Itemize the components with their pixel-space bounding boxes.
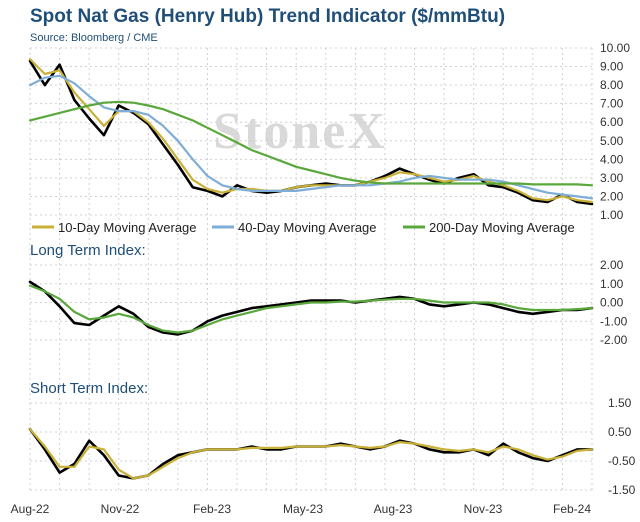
series-line-long-price — [28, 280, 594, 336]
y-tick-label: 0.00 — [600, 296, 624, 310]
series-line-short-ma10 — [28, 428, 594, 480]
y-tick-label: -2.00 — [600, 333, 628, 347]
y-tick-label: 2.00 — [600, 189, 624, 203]
legend-label: 200-Day Moving Average — [429, 220, 575, 235]
series-line-price-ma40 — [28, 74, 594, 200]
y-tick-label: -1.50 — [608, 483, 636, 497]
y-tick-label: 7.00 — [600, 97, 624, 111]
x-tick-label: Nov-23 — [464, 502, 503, 516]
y-tick-label: 9.00 — [600, 60, 624, 74]
grid-layer — [29, 47, 593, 491]
legend: 10-Day Moving Average 40-Day Moving Avera… — [32, 220, 575, 235]
y-tick-label: -0.50 — [608, 454, 636, 468]
y-tick-label: 2.00 — [600, 258, 624, 272]
y-tick-label: 10.00 — [600, 41, 630, 55]
y-tick-label: 8.00 — [600, 78, 624, 92]
watermark: StoneX — [213, 103, 387, 160]
y-tick-label: 6.00 — [600, 115, 624, 129]
y-tick-label: 1.50 — [608, 396, 632, 410]
y-tick-label: 1.00 — [600, 277, 624, 291]
series-line-short-price — [28, 427, 594, 480]
x-tick-label: Feb-23 — [193, 502, 231, 516]
series-line-price-ma200 — [28, 100, 594, 187]
series-line-long-ma200 — [28, 284, 594, 334]
panel-title-long: Long Term Index: — [30, 242, 146, 259]
tick-layer: 10.00 9.00 8.00 7.00 6.00 5.00 4.00 3.00 2.00 1.0… — [600, 41, 636, 497]
x-tick-label: Aug-23 — [374, 502, 413, 516]
y-tick-label: -1.00 — [600, 314, 628, 328]
x-tick-label: May-23 — [283, 502, 323, 516]
x-axis: Aug-22 Nov-22 Feb-23 May-23 Aug-23 Nov-23 Feb-… — [11, 502, 592, 516]
panel-titles: Long Term Index: Short Term Index: — [30, 242, 148, 397]
chart-title: Spot Nat Gas (Henry Hub) Trend Indicator… — [30, 6, 506, 27]
y-tick-label: 4.00 — [600, 152, 624, 166]
panel-title-short: Short Term Index: — [30, 380, 148, 397]
x-tick-label: Aug-22 — [11, 502, 50, 516]
series-layer — [28, 57, 594, 480]
y-tick-label: 5.00 — [600, 134, 624, 148]
legend-label: 10-Day Moving Average — [58, 220, 197, 235]
y-tick-label: 3.00 — [600, 171, 624, 185]
y-tick-label: 1.00 — [600, 208, 624, 222]
chart-source: Source: Bloomberg / CME — [30, 32, 158, 44]
x-tick-label: Nov-22 — [101, 502, 140, 516]
x-tick-label: Feb-24 — [553, 502, 591, 516]
y-tick-label: 0.50 — [608, 425, 632, 439]
legend-label: 40-Day Moving Average — [238, 220, 377, 235]
